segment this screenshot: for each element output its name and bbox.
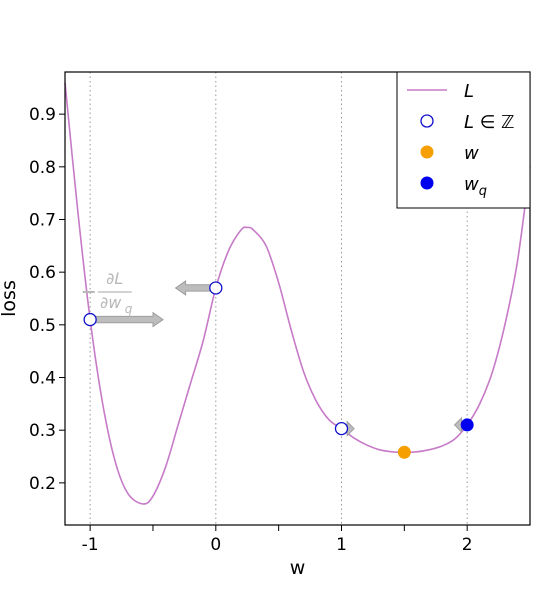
x-tick-label: 1 (336, 535, 347, 555)
gradient-annotation: ∂L ∂w q (82, 269, 133, 316)
gradient-arrows (89, 280, 468, 437)
legend-swatch-w (420, 145, 434, 159)
y-tick-label: 0.3 (29, 421, 56, 441)
y-tick-label: 0.9 (29, 105, 56, 125)
annotation-numerator: ∂L (106, 269, 123, 288)
legend-swatch-wq (420, 176, 434, 190)
integer-point (209, 281, 223, 295)
legend-w: w (464, 143, 479, 164)
y-tick-label: 0.8 (29, 158, 56, 178)
plot-frame (64, 71, 531, 526)
data-points (83, 281, 474, 459)
gradient-arrow (89, 311, 164, 328)
y-tick-label: 0.4 (29, 369, 56, 389)
y-axis-label: loss (0, 280, 20, 317)
legend-wq-subscript: q (479, 184, 487, 199)
legend-curve: L (464, 81, 474, 102)
x-axis-label: w (290, 557, 306, 579)
gridlines (89, 72, 468, 525)
wq-point (460, 418, 474, 432)
loss-curve-layer (64, 82, 531, 505)
legend-swatch-integer (420, 114, 434, 128)
y-tick-label: 0.6 (29, 263, 56, 283)
annotation-subscript: q (125, 302, 133, 316)
legend-box (396, 71, 531, 209)
y-tick-label: 0.7 (29, 210, 56, 230)
axes: 0.2 0.3 0.4 0.5 0.6 0.7 0.8 0.9 -1 0 1 2 (29, 71, 531, 555)
y-tick-label: 0.5 (29, 316, 56, 336)
w-point (397, 445, 411, 459)
x-tick-label: 2 (462, 535, 473, 555)
y-tick-label: 0.2 (29, 474, 56, 494)
integer-point (334, 421, 349, 436)
loss-curve (64, 82, 531, 505)
annotation-denominator: ∂w (100, 293, 122, 312)
x-tick-label: -1 (82, 535, 99, 555)
x-tick-label: 0 (210, 535, 221, 555)
legend-integer: L ∈ ℤ (464, 112, 515, 133)
integer-point (83, 312, 97, 327)
